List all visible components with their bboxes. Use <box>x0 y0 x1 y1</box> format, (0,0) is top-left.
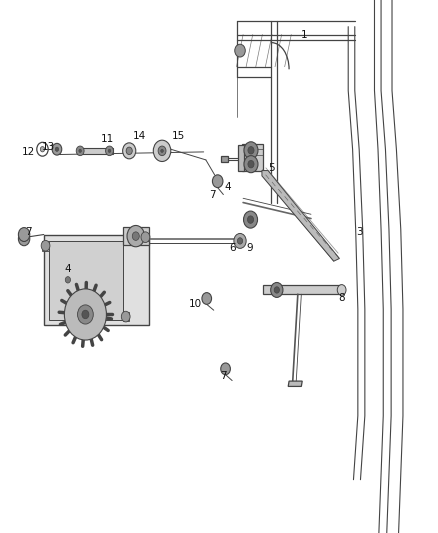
Text: 9: 9 <box>246 243 253 253</box>
Polygon shape <box>44 235 149 325</box>
Circle shape <box>126 147 132 155</box>
Text: 6: 6 <box>229 243 236 253</box>
Circle shape <box>161 149 163 152</box>
Circle shape <box>40 147 45 152</box>
Text: 5: 5 <box>268 163 275 173</box>
Circle shape <box>106 146 113 156</box>
Circle shape <box>22 236 26 241</box>
Circle shape <box>141 232 150 243</box>
Circle shape <box>52 143 62 155</box>
Circle shape <box>274 287 279 293</box>
Circle shape <box>234 233 246 248</box>
Circle shape <box>18 228 30 241</box>
Circle shape <box>158 146 166 156</box>
Circle shape <box>37 142 48 156</box>
Text: 13: 13 <box>42 142 55 151</box>
Text: 11: 11 <box>101 134 114 143</box>
Text: 8: 8 <box>338 294 345 303</box>
Circle shape <box>108 149 111 152</box>
Polygon shape <box>262 171 339 261</box>
Text: 7: 7 <box>220 371 227 381</box>
Circle shape <box>76 146 84 156</box>
Circle shape <box>221 363 230 375</box>
Circle shape <box>55 147 59 151</box>
Circle shape <box>202 293 212 304</box>
Circle shape <box>18 232 30 246</box>
Circle shape <box>271 282 283 297</box>
Text: 3: 3 <box>356 227 363 237</box>
Circle shape <box>65 277 71 283</box>
Text: 12: 12 <box>22 147 35 157</box>
Circle shape <box>244 142 258 159</box>
Polygon shape <box>158 144 166 158</box>
Circle shape <box>123 143 136 159</box>
Polygon shape <box>123 312 129 321</box>
Text: 4: 4 <box>224 182 231 191</box>
Text: 14: 14 <box>133 131 146 141</box>
Circle shape <box>248 160 254 168</box>
Polygon shape <box>142 233 149 241</box>
Polygon shape <box>242 144 263 171</box>
Polygon shape <box>288 381 302 386</box>
Text: 1: 1 <box>301 30 308 39</box>
Circle shape <box>153 140 171 161</box>
Circle shape <box>212 175 223 188</box>
Text: 4: 4 <box>64 264 71 274</box>
Text: 10: 10 <box>188 299 201 309</box>
Polygon shape <box>238 145 244 171</box>
Circle shape <box>82 310 89 319</box>
Polygon shape <box>126 147 132 156</box>
Circle shape <box>41 240 50 251</box>
Circle shape <box>64 289 106 340</box>
Polygon shape <box>49 241 123 320</box>
Text: 7: 7 <box>209 190 216 199</box>
Circle shape <box>79 149 81 152</box>
Polygon shape <box>123 227 149 245</box>
Circle shape <box>237 238 243 244</box>
Polygon shape <box>77 148 113 154</box>
Circle shape <box>337 285 346 295</box>
Circle shape <box>247 216 254 223</box>
Text: 7: 7 <box>25 227 32 237</box>
Circle shape <box>121 311 130 322</box>
Circle shape <box>78 305 93 324</box>
Circle shape <box>235 44 245 57</box>
Circle shape <box>244 211 258 228</box>
Circle shape <box>127 225 145 247</box>
Circle shape <box>132 232 139 240</box>
Polygon shape <box>263 285 342 294</box>
Polygon shape <box>42 241 49 251</box>
Polygon shape <box>221 156 228 162</box>
Circle shape <box>248 147 254 154</box>
Circle shape <box>244 156 258 173</box>
Text: 15: 15 <box>172 131 185 141</box>
